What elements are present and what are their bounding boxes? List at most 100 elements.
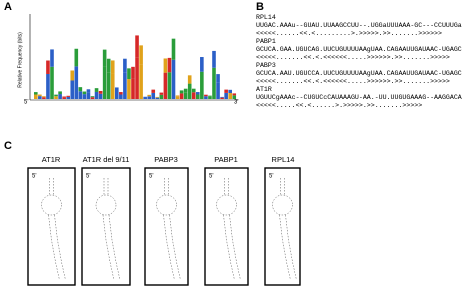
sequence: UGUUCgAAAc--CUGUCcCAUAAAGU-AA.-UU.UUGUGA… (256, 94, 462, 101)
logo-glyph (183, 88, 188, 93)
stem (229, 214, 241, 281)
logo-glyph (74, 48, 79, 67)
stem (169, 214, 181, 281)
loop (156, 194, 177, 216)
sequence: GCUCA.GAA.UGUCAG.UUCUGUUUUAAgUAA.CAGAAUU… (256, 46, 462, 53)
sequence: GCUCA.AAU.UGUCCA.UUCUGUUUUAAgUAA.CAGAAUU… (256, 70, 462, 77)
structure: <<<<<......<<.<.........>.>>>>>.>>......… (256, 30, 442, 37)
logo-glyph (74, 66, 79, 99)
logo-glyph (200, 57, 204, 72)
logo-glyph (135, 35, 139, 58)
logo-glyph (119, 92, 123, 95)
loop (272, 194, 293, 216)
axis-end: 5' (24, 100, 28, 106)
logo-glyph (212, 67, 216, 99)
logo-glyph (143, 97, 147, 99)
logo-glyph (58, 91, 62, 95)
loop (95, 194, 117, 216)
structure-box (264, 167, 301, 286)
stem (285, 214, 297, 281)
sequence: UUGAC.AAAu--GUAU.UUAAGCCUU--.UGGaUUUAAA-… (256, 22, 462, 29)
logo-glyph (110, 73, 115, 99)
five-prime: 5' (269, 174, 273, 180)
five-prime: 5' (149, 174, 153, 180)
logo-glyph (216, 82, 220, 99)
logo-glyph (90, 97, 95, 99)
logo-glyph (204, 94, 208, 97)
logo-glyph (42, 97, 46, 99)
structure: <<<<<.......<<.<.<<<<<<.....>>>>>>.>>...… (256, 78, 450, 85)
logo-glyph (123, 58, 127, 73)
logo-glyph (110, 60, 115, 74)
stem (48, 214, 60, 281)
five-prime: 5' (86, 174, 90, 180)
logo-glyph (167, 57, 172, 73)
stem (279, 214, 291, 281)
logo-glyph (228, 89, 232, 94)
panel-label: A (4, 1, 12, 13)
logo-glyph (196, 94, 200, 99)
logo-glyph (50, 66, 54, 99)
logo-glyph (139, 45, 143, 65)
logo-glyph (90, 96, 95, 98)
logo-glyph (102, 49, 107, 67)
logo-glyph (106, 72, 111, 99)
y-axis-label: Relative Frequency (bits) (17, 32, 23, 88)
logo-glyph (131, 66, 135, 79)
sequence-name: RPL14 (256, 14, 276, 21)
logo-glyph (232, 95, 237, 99)
sequence-logo: Relative Frequency (bits) 5' 3' (17, 14, 238, 106)
logo-glyph (102, 66, 107, 99)
logo-glyph (139, 64, 143, 99)
logo-glyph (196, 92, 200, 95)
structure-title: AT1R (42, 155, 61, 164)
logo-glyph (131, 78, 135, 99)
logo-glyph (38, 94, 42, 97)
structure-box (27, 167, 76, 286)
logo-glyph (98, 93, 103, 99)
logo-glyph (46, 60, 50, 74)
logo-glyph (66, 95, 70, 97)
stem (163, 214, 175, 281)
alignment: RPL14UUGAC.AAAu--GUAU.UUAAGCCUU--.UGGaUU… (256, 14, 462, 109)
logo-glyph (143, 96, 147, 98)
five-prime: 5' (209, 174, 213, 180)
logo-glyph (94, 88, 99, 92)
stem (102, 214, 115, 281)
logo-glyph (167, 72, 172, 99)
logo-glyph (78, 91, 83, 99)
logo-glyph (54, 96, 58, 99)
logo-glyph (183, 92, 188, 99)
stem (54, 214, 66, 281)
structure-title: PABP3 (154, 155, 178, 164)
structure: <<<<<.....<<.<......>.>>>>>.>>.......>>>… (256, 102, 422, 109)
sequence-name: PABP1 (256, 38, 276, 45)
logo-glyph (159, 94, 164, 99)
logo-glyph (187, 83, 192, 99)
logo-glyph (179, 90, 184, 94)
logo-glyph (200, 71, 204, 99)
logo-glyph (42, 96, 46, 98)
logo-glyph (163, 58, 168, 73)
structure-box (144, 167, 189, 286)
logo-glyph (220, 97, 224, 99)
loop (41, 194, 62, 216)
logo-glyph (34, 94, 38, 99)
sequence-name: AT1R (256, 86, 272, 93)
logo-glyph (38, 96, 42, 99)
logo-glyph (54, 94, 58, 97)
logo-glyph (204, 96, 208, 99)
logo-glyph (155, 96, 160, 98)
logo-glyph (62, 97, 66, 99)
logo-glyph (224, 92, 228, 99)
logo-glyph (175, 95, 180, 97)
structures: AT1R 5' AT1R del 9/11 5' PABP3 5' PABP1 5' RPL14… (27, 155, 301, 286)
logo-glyph (208, 96, 212, 99)
logo-glyph (34, 92, 38, 95)
logo-glyph (208, 95, 212, 97)
stem (223, 214, 235, 281)
logo-glyph (159, 92, 164, 95)
logo-glyph (155, 97, 160, 99)
sequence-name: PABP3 (256, 62, 276, 69)
